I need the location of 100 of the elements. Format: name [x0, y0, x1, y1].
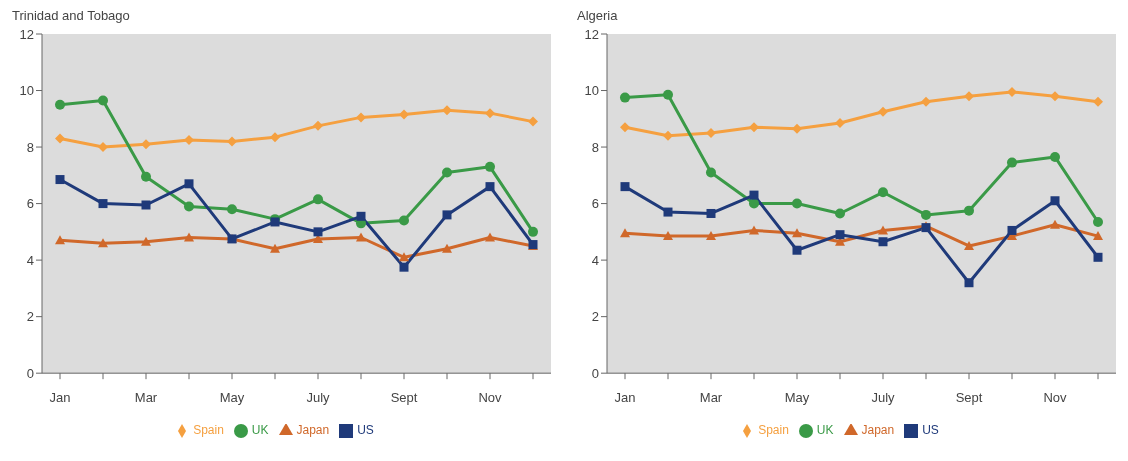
- legend-label: US: [922, 423, 939, 438]
- x-tick-label: July: [306, 390, 331, 406]
- point: [270, 243, 280, 253]
- y-tick-label: 2: [26, 309, 34, 325]
- legend-label: UK: [816, 423, 834, 438]
- point: [706, 208, 716, 218]
- point: [98, 95, 108, 106]
- point: [1007, 225, 1017, 235]
- point: [706, 127, 716, 138]
- point: [792, 123, 802, 134]
- point: [184, 179, 194, 189]
- point: [227, 136, 237, 147]
- point: [55, 99, 65, 110]
- x-tick-label: Jan: [49, 390, 71, 406]
- point: [141, 171, 151, 182]
- point: [55, 175, 65, 185]
- point: [835, 118, 845, 129]
- point: [749, 122, 759, 133]
- point: [1050, 219, 1060, 229]
- point: [98, 142, 108, 153]
- point: [1093, 96, 1103, 107]
- point: [313, 194, 323, 205]
- point: [792, 228, 802, 238]
- point: [921, 96, 931, 107]
- point: [313, 120, 323, 131]
- y-tick-label: 10: [19, 83, 34, 99]
- point: [878, 187, 888, 198]
- point: [141, 236, 151, 246]
- y-tick-label: 8: [591, 139, 599, 155]
- point: [620, 92, 630, 103]
- legend-label: Spain: [193, 423, 224, 438]
- point: [356, 211, 366, 221]
- point: [485, 232, 495, 242]
- point: [55, 235, 65, 245]
- x-tick-label: Sept: [955, 390, 983, 406]
- point: [964, 205, 974, 216]
- y-tick-label: 0: [591, 365, 599, 381]
- point: [399, 252, 409, 262]
- point: [620, 122, 630, 133]
- y-tick-label: 12: [19, 26, 34, 42]
- point: [964, 91, 974, 102]
- point: [98, 238, 108, 248]
- point: [313, 227, 323, 237]
- point: [878, 106, 888, 117]
- legend-label: Japan: [296, 423, 330, 438]
- point: [1050, 196, 1060, 206]
- legend-label: UK: [251, 423, 269, 438]
- point: [442, 167, 452, 178]
- chart-title: Algeria: [576, 8, 619, 25]
- point: [442, 210, 452, 220]
- point: [878, 237, 888, 247]
- x-tick-label: Mar: [134, 390, 158, 406]
- y-tick-label: 2: [591, 309, 599, 325]
- x-tick-label: Mar: [699, 390, 723, 406]
- point: [1093, 252, 1103, 262]
- point: [485, 182, 495, 192]
- y-tick-label: 12: [584, 26, 599, 42]
- x-tick-label: May: [784, 390, 810, 406]
- point: [399, 262, 409, 272]
- point: [749, 198, 759, 209]
- legend-label: US: [357, 423, 374, 438]
- x-tick-label: Sept: [390, 390, 418, 406]
- point: [399, 215, 409, 226]
- point: [792, 198, 802, 209]
- legend-label: Japan: [861, 423, 895, 438]
- point: [356, 232, 366, 242]
- point: [620, 228, 630, 238]
- y-tick-label: 6: [591, 196, 599, 212]
- chart-title: Trinidad and Tobago: [11, 8, 131, 25]
- y-tick-label: 6: [26, 196, 34, 212]
- point: [792, 245, 802, 255]
- point: [356, 112, 366, 123]
- point: [706, 231, 716, 241]
- y-tick-label: 0: [26, 365, 34, 381]
- point: [184, 201, 194, 212]
- point: [1050, 91, 1060, 102]
- point: [184, 134, 194, 145]
- legend-label: Spain: [758, 423, 789, 438]
- point: [964, 240, 974, 250]
- point: [485, 108, 495, 119]
- point: [528, 226, 538, 237]
- point: [98, 199, 108, 209]
- point: [399, 109, 409, 120]
- point: [184, 232, 194, 242]
- point: [964, 278, 974, 288]
- point: [663, 231, 673, 241]
- x-tick-label: Nov: [1043, 390, 1068, 406]
- point: [663, 89, 673, 100]
- x-tick-label: Jan: [614, 390, 636, 406]
- point: [835, 230, 845, 240]
- point: [663, 207, 673, 217]
- point: [749, 190, 759, 200]
- point: [55, 133, 65, 144]
- point: [921, 209, 931, 220]
- x-tick-label: May: [219, 390, 245, 406]
- point: [227, 204, 237, 215]
- point: [485, 161, 495, 172]
- point: [1093, 216, 1103, 227]
- point: [442, 243, 452, 253]
- point: [141, 200, 151, 210]
